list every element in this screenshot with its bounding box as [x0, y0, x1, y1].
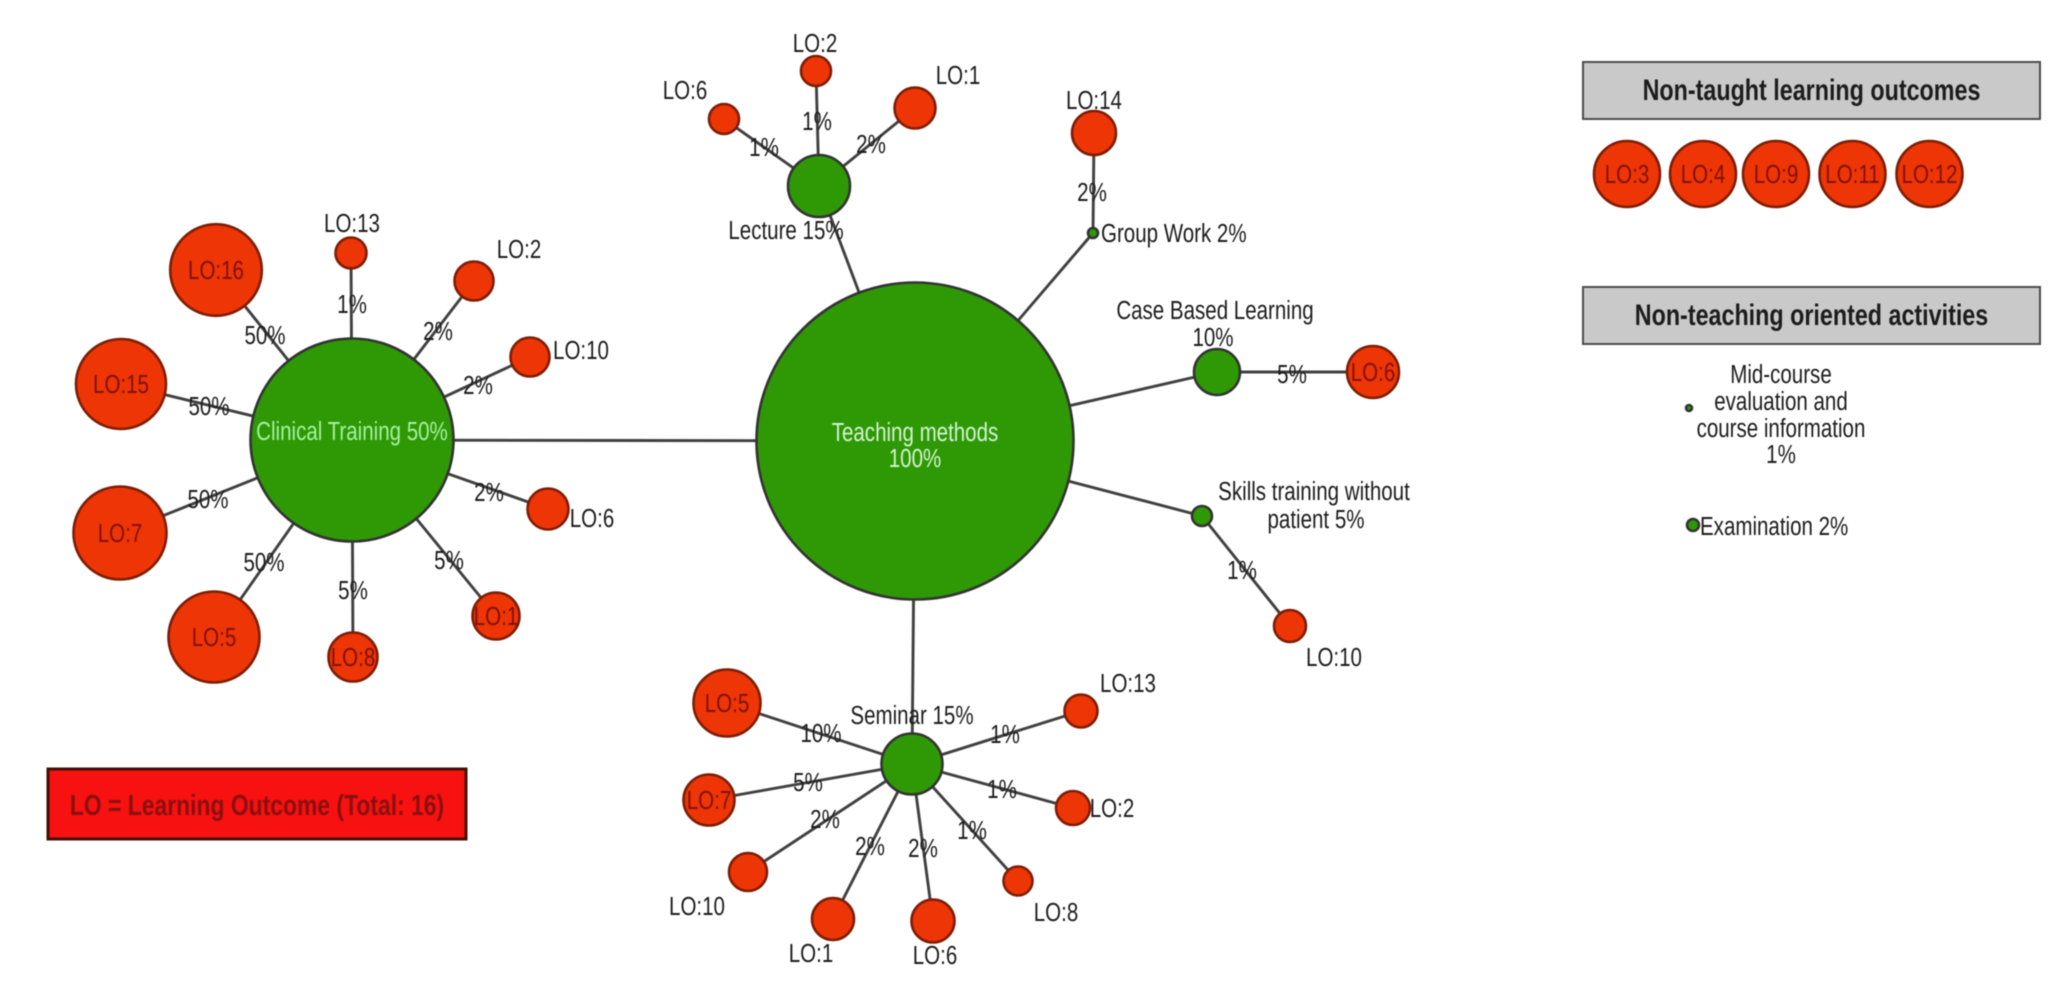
- svg-text:2%: 2%: [908, 834, 938, 863]
- svg-text:evaluation and: evaluation and: [1714, 387, 1848, 416]
- svg-text:1%: 1%: [802, 107, 832, 136]
- svg-text:2%: 2%: [855, 832, 885, 861]
- svg-text:LO:4: LO:4: [1681, 160, 1725, 189]
- svg-text:1%: 1%: [990, 720, 1020, 749]
- svg-text:course information: course information: [1697, 414, 1866, 443]
- svg-text:10%: 10%: [1192, 323, 1233, 352]
- svg-text:LO:10: LO:10: [1306, 643, 1362, 672]
- svg-text:50%: 50%: [188, 392, 229, 421]
- svg-text:Seminar 15%: Seminar 15%: [850, 701, 973, 730]
- svg-text:2%: 2%: [474, 478, 504, 507]
- svg-text:Examination 2%: Examination 2%: [1700, 512, 1848, 541]
- svg-text:5%: 5%: [1277, 360, 1307, 389]
- svg-text:patient 5%: patient 5%: [1268, 505, 1365, 534]
- svg-text:50%: 50%: [187, 485, 228, 514]
- svg-text:LO:10: LO:10: [669, 892, 725, 921]
- svg-text:Clinical Training 50%: Clinical Training 50%: [256, 417, 448, 446]
- svg-text:5%: 5%: [338, 576, 368, 605]
- svg-text:LO:2: LO:2: [1090, 794, 1134, 823]
- svg-text:Teaching methods: Teaching methods: [832, 418, 999, 447]
- svg-text:Group Work 2%: Group Work 2%: [1101, 219, 1247, 248]
- svg-text:LO:6: LO:6: [570, 504, 614, 533]
- svg-text:LO:13: LO:13: [324, 209, 380, 238]
- svg-text:LO:1: LO:1: [474, 602, 518, 631]
- svg-text:10%: 10%: [800, 719, 841, 748]
- svg-text:LO:2: LO:2: [497, 235, 541, 264]
- svg-text:LO:8: LO:8: [331, 643, 375, 672]
- svg-text:LO:2: LO:2: [793, 29, 837, 58]
- svg-text:LO:10: LO:10: [553, 336, 609, 365]
- svg-text:LO = Learning Outcome (Total:: LO = Learning Outcome (Total: 16): [70, 788, 444, 821]
- svg-text:1%: 1%: [1766, 440, 1796, 469]
- svg-text:Skills training without: Skills training without: [1218, 477, 1410, 506]
- svg-text:LO:15: LO:15: [93, 370, 149, 399]
- svg-text:LO:1: LO:1: [936, 61, 980, 90]
- svg-text:LO:6: LO:6: [663, 76, 707, 105]
- svg-text:2%: 2%: [810, 805, 840, 834]
- svg-text:Case Based Learning: Case Based Learning: [1116, 296, 1313, 325]
- svg-text:LO:7: LO:7: [98, 519, 142, 548]
- svg-text:1%: 1%: [987, 775, 1017, 804]
- svg-text:2%: 2%: [856, 130, 886, 159]
- svg-text:100%: 100%: [889, 444, 941, 473]
- svg-text:LO:11: LO:11: [1825, 160, 1879, 189]
- svg-text:1%: 1%: [749, 133, 779, 162]
- svg-text:2%: 2%: [463, 371, 493, 400]
- svg-text:LO:13: LO:13: [1100, 669, 1156, 698]
- svg-text:LO:12: LO:12: [1902, 160, 1958, 189]
- svg-text:2%: 2%: [423, 317, 453, 346]
- svg-text:LO:6: LO:6: [913, 941, 957, 970]
- svg-text:1%: 1%: [957, 816, 987, 845]
- svg-text:Non-teaching oriented activiti: Non-teaching oriented activities: [1635, 298, 1988, 331]
- svg-text:LO:1: LO:1: [789, 939, 833, 968]
- svg-text:LO:6: LO:6: [1351, 358, 1395, 387]
- svg-text:Lecture 15%: Lecture 15%: [728, 216, 843, 245]
- svg-text:LO:7: LO:7: [687, 786, 731, 815]
- svg-text:LO:14: LO:14: [1066, 86, 1122, 115]
- svg-text:1%: 1%: [1227, 556, 1257, 585]
- svg-text:5%: 5%: [434, 546, 464, 575]
- svg-text:LO:9: LO:9: [1754, 160, 1798, 189]
- svg-text:5%: 5%: [793, 768, 823, 797]
- svg-text:LO:5: LO:5: [705, 689, 749, 718]
- svg-text:LO:5: LO:5: [192, 623, 236, 652]
- svg-text:50%: 50%: [243, 548, 284, 577]
- svg-text:LO:16: LO:16: [188, 256, 244, 285]
- svg-text:LO:3: LO:3: [1605, 160, 1649, 189]
- svg-text:LO:8: LO:8: [1034, 898, 1078, 927]
- svg-text:Mid-course: Mid-course: [1730, 360, 1831, 389]
- svg-text:2%: 2%: [1077, 178, 1107, 207]
- svg-text:Non-taught learning outcomes: Non-taught learning outcomes: [1643, 73, 1981, 106]
- svg-text:1%: 1%: [337, 290, 367, 319]
- svg-text:50%: 50%: [244, 321, 285, 350]
